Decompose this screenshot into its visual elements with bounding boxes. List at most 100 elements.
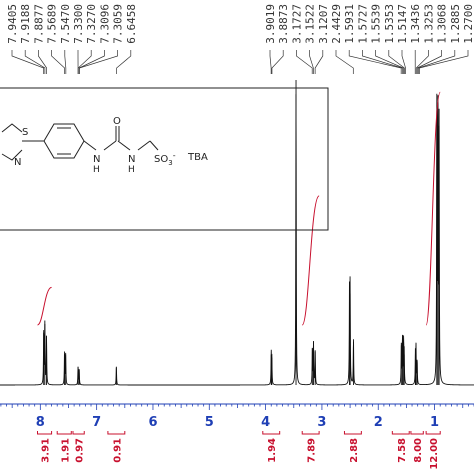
peak-leader-line (296, 50, 313, 74)
integral-curve (37, 286, 52, 326)
atom-s: S (22, 127, 28, 138)
structure-box (0, 87, 329, 231)
integral-value: 1.94 (267, 438, 278, 463)
peak-leader-line (401, 50, 406, 74)
peak-shift-label: 7.5689 (46, 4, 59, 44)
integral-value: 7.89 (307, 438, 318, 463)
x-tick-label: 4 (261, 415, 270, 430)
peak-leader-line (271, 50, 284, 74)
integral-curve (301, 195, 320, 326)
x-tick-label: 1 (430, 415, 439, 430)
atom-n-urea-2: N (128, 154, 135, 165)
peak-leader-line (348, 50, 402, 74)
integral-curve-layer (37, 91, 441, 326)
integral-bracket (391, 431, 410, 435)
integral-curve (425, 91, 441, 326)
x-tick-label: 7 (92, 415, 101, 430)
peak-shift-label: 7.8877 (32, 4, 45, 44)
peak-shift-label: 2.4429 (330, 4, 343, 44)
peak-leader-line (77, 50, 92, 74)
peak-shift-label: 3.8873 (277, 4, 290, 44)
integral-value: 8.00 (413, 438, 424, 463)
peak-shift-label: 1.3436 (409, 4, 422, 44)
peak-leader-line (11, 50, 45, 74)
integral-bracket (301, 431, 320, 435)
integral-bracket (410, 431, 424, 435)
atom-h-urea-1: H (93, 165, 100, 175)
peak-leader-line (417, 50, 456, 74)
peak-leader-line (24, 50, 46, 74)
atom-n-urea-1: N (93, 154, 100, 165)
integral-value: 0.91 (112, 438, 123, 463)
integral-value: 1.91 (60, 438, 71, 463)
atom-so3: SO3- (154, 151, 176, 167)
peak-shift-label: 1.3253 (422, 4, 435, 44)
peak-shift-label: 1.2700 (462, 4, 474, 44)
peak-shift-label: 7.3270 (85, 4, 98, 44)
integral-value: 3.91 (41, 438, 52, 463)
peak-shift-label: 7.3300 (72, 4, 85, 44)
integral-value: 2.88 (349, 438, 360, 463)
peak-shift-label: 1.3068 (436, 4, 449, 44)
peak-shift-label: 7.9188 (19, 4, 32, 44)
peak-shift-label: 3.1207 (317, 4, 330, 44)
peak-leader-line (416, 50, 442, 74)
x-tick-label: 3 (317, 415, 326, 430)
atom-n: N (14, 157, 21, 168)
integral-layer: 3.91 1.91 0.97 0.91 1.94 7.89 2.88 7.58 8.00 12.0… (37, 431, 441, 470)
peak-leader-line (269, 50, 272, 74)
peak-shift-label: 7.3059 (112, 4, 125, 44)
peak-shift-label: 1.5931 (343, 4, 356, 44)
spectrum-trace (0, 93, 474, 386)
peak-shift-label: 7.5470 (59, 4, 72, 44)
peak-leader-line (388, 50, 405, 74)
integral-value: 7.58 (397, 438, 408, 463)
thiazole-bond-2 (1, 149, 23, 161)
peak-leader-line (51, 50, 65, 74)
peak-leader-line (419, 50, 469, 74)
x-tick-label: 2 (374, 415, 383, 430)
integral-bracket (37, 431, 53, 435)
peak-shift-label: 3.1727 (290, 4, 303, 44)
peak-label-layer: 7.9405 7.9188 7.8877 7.5689 7.5470 7.3300 7.32… (6, 4, 474, 44)
counterion-label: TBA (187, 152, 208, 163)
peak-leader-line (335, 50, 354, 74)
peak-leader-lines (11, 50, 469, 74)
peak-shift-label: 1.5353 (383, 4, 396, 44)
spectrum-layer (0, 80, 474, 386)
benzene-ring (43, 123, 85, 159)
integral-bracket (425, 431, 441, 435)
sulfonate-bond (149, 140, 159, 151)
peak-shift-label: 1.2885 (449, 4, 462, 44)
integral-value: 0.97 (75, 438, 86, 463)
integral-bracket (56, 431, 72, 435)
peak-leader-line (38, 50, 47, 74)
urea-bond-1 (103, 140, 117, 151)
structure-inset: S N N H O N H SO3- TBA (0, 87, 329, 231)
peak-leader-line (362, 50, 403, 74)
peak-shift-label: 7.3096 (98, 4, 111, 44)
peak-leader-line (79, 50, 118, 74)
x-tick-label: 5 (205, 415, 214, 430)
peak-shift-label: 1.5727 (356, 4, 369, 44)
peak-leader-line (309, 50, 314, 74)
peak-leader-line (116, 50, 132, 74)
x-tick-label: 8 (36, 415, 45, 430)
x-axis: 8 7 6 5 4 3 2 1 (0, 403, 474, 430)
integral-bracket (343, 431, 362, 435)
integral-bracket (262, 431, 281, 435)
atom-h-urea-2: H (128, 165, 135, 175)
peak-leader-line (64, 50, 67, 74)
peak-leader-line (375, 50, 404, 74)
peak-shift-label: 1.5539 (370, 4, 383, 44)
peak-shift-label: 3.1522 (304, 4, 317, 44)
peak-leader-line (314, 50, 324, 74)
peak-leader-line (415, 50, 429, 74)
ch2-bond (137, 140, 151, 151)
peak-shift-label: 6.6458 (125, 4, 138, 44)
integral-bracket (107, 431, 126, 435)
peak-shift-label: 3.9019 (264, 4, 277, 44)
peak-shift-label: 7.9405 (6, 4, 19, 44)
